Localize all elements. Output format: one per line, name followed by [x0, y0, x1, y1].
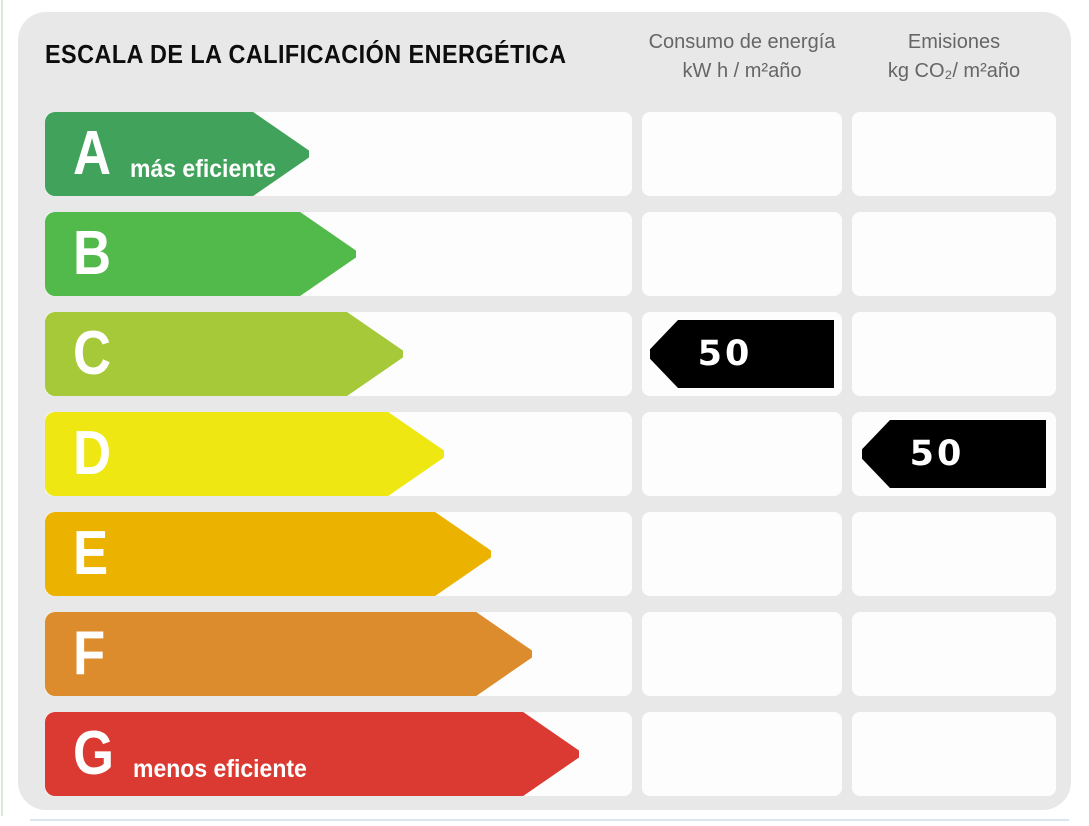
consumption-cell-d [642, 412, 842, 496]
title-cell: ESCALA DE LA CALIFICACIÓN ENERGÉTICA [45, 12, 632, 96]
page-title: ESCALA DE LA CALIFICACIÓN ENERGÉTICA [45, 38, 567, 69]
grade-row-c-bar-cell: C [45, 312, 632, 396]
consumption-column-header: Consumo de energía kW h / m²año [642, 12, 842, 96]
emissions-cell-a [852, 112, 1056, 196]
energy-rating-panel: ESCALA DE LA CALIFICACIÓN ENERGÉTICA Con… [18, 12, 1071, 810]
left-edge-artifact [1, 0, 3, 816]
consumption-value-arrow: 50 [650, 320, 834, 388]
grade-arrow-f: F [45, 612, 532, 696]
emissions-value-label: 50 [909, 434, 965, 474]
emissions-cell-f [852, 612, 1056, 696]
grade-letter-b: B [73, 219, 112, 288]
bottom-edge-line [30, 819, 1069, 821]
consumption-cell-a [642, 112, 842, 196]
consumption-value-label: 50 [697, 334, 753, 374]
grade-letter-d: D [73, 419, 112, 488]
grade-arrow-c: C [45, 312, 403, 396]
grade-letter-e: E [73, 519, 109, 588]
grade-row-b-bar-cell: B [45, 212, 632, 296]
emissions-cell-e [852, 512, 1056, 596]
emissions-value-arrow: 50 [862, 420, 1046, 488]
emissions-cell-d: 50 [852, 412, 1056, 496]
emissions-cell-g [852, 712, 1056, 796]
consumption-cell-b [642, 212, 842, 296]
emissions-header-line1: Emisiones [907, 31, 1001, 53]
consumption-cell-e [642, 512, 842, 596]
consumption-cell-f [642, 612, 842, 696]
grade-letter-a: A [73, 119, 112, 188]
grade-arrow-b: B [45, 212, 356, 296]
grade-note-g: menos eficiente [133, 754, 308, 783]
emissions-header-line2: kg CO₂/ m²año [887, 60, 1021, 82]
grade-letter-f: F [73, 619, 106, 688]
consumption-cell-g [642, 712, 842, 796]
consumption-header-line2: kW h / m²año [682, 60, 802, 82]
grade-letter-g: G [73, 719, 114, 788]
grade-row-e-bar-cell: E [45, 512, 632, 596]
grade-row-f-bar-cell: F [45, 612, 632, 696]
grade-arrow-d: D [45, 412, 444, 496]
grade-arrow-e: E [45, 512, 491, 596]
grade-note-a: más eficiente [129, 154, 276, 183]
grade-row-d-bar-cell: D [45, 412, 632, 496]
consumption-cell-c: 50 [642, 312, 842, 396]
emissions-cell-b [852, 212, 1056, 296]
rating-grid: ESCALA DE LA CALIFICACIÓN ENERGÉTICA Con… [18, 12, 1071, 796]
consumption-header-line1: Consumo de energía [648, 31, 836, 53]
emissions-cell-c [852, 312, 1056, 396]
emissions-column-header: Emisiones kg CO₂/ m²año [852, 12, 1056, 96]
grade-letter-c: C [73, 319, 112, 388]
